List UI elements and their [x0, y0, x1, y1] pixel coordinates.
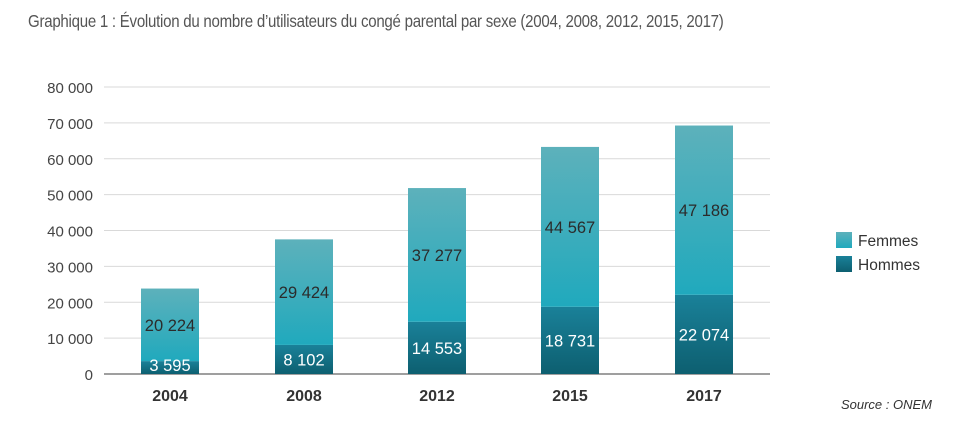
y-tick-label: 40 000 [47, 224, 93, 241]
y-tick-label: 20 000 [47, 295, 93, 312]
bars [141, 125, 733, 374]
bar-segment-hommes-2004 [141, 361, 199, 374]
legend-label-femmes: Femmes [858, 233, 919, 250]
y-tick-label: 70 000 [47, 116, 93, 133]
bar-segment-femmes-2017 [675, 125, 733, 295]
x-tick-label-2017: 2017 [686, 388, 722, 405]
legend-swatch-femmes [836, 232, 852, 248]
bar-segment-femmes-2008 [275, 239, 333, 345]
bar-segment-hommes-2015 [541, 306, 599, 374]
bar-segment-hommes-2008 [275, 344, 333, 374]
y-axis-tick-labels: 0 10 000 20 000 30 000 40 000 50 000 60 000 70 … [47, 80, 93, 384]
data-label-femmes-2004: 20 224 [145, 317, 195, 335]
data-label-hommes-2012: 14 553 [412, 340, 462, 358]
bar-segment-femmes-2012 [408, 188, 466, 322]
y-tick-label: 80 000 [47, 80, 93, 97]
x-tick-label-2008: 2008 [286, 388, 322, 405]
data-labels: 20 224 3 595 29 424 8 102 37 277 14 553 44 567… [145, 202, 729, 375]
data-label-femmes-2012: 37 277 [412, 247, 462, 265]
data-label-hommes-2008: 8 102 [283, 351, 324, 369]
data-label-hommes-2015: 18 731 [545, 332, 595, 350]
legend-label-hommes: Hommes [858, 257, 920, 274]
chart-title: Graphique 1 : Évolution du nombre d’util… [28, 11, 724, 31]
legend: Femmes Hommes [836, 232, 920, 274]
bar-segment-femmes-2015 [541, 146, 599, 307]
x-tick-label-2004: 2004 [152, 388, 188, 405]
y-tick-label: 30 000 [47, 259, 93, 276]
y-tick-label: 10 000 [47, 331, 93, 348]
data-label-femmes-2008: 29 424 [279, 284, 329, 302]
y-tick-label: 60 000 [47, 152, 93, 169]
bar-segment-femmes-2004 [141, 288, 199, 362]
legend-swatch-hommes [836, 256, 852, 272]
x-tick-label-2015: 2015 [552, 388, 588, 405]
x-tick-label-2012: 2012 [419, 388, 455, 405]
data-label-hommes-2004: 3 595 [149, 357, 190, 375]
y-tick-label: 0 [85, 367, 93, 384]
data-label-femmes-2015: 44 567 [545, 219, 595, 237]
source-note: Source : ONEM [840, 397, 932, 412]
bar-segment-hommes-2017 [675, 294, 733, 374]
data-label-hommes-2017: 22 074 [679, 326, 729, 344]
x-axis-tick-labels: 2004 2008 2012 2015 2017 [152, 388, 722, 405]
data-label-femmes-2017: 47 186 [679, 202, 729, 220]
y-tick-label: 50 000 [47, 188, 93, 205]
bar-segment-hommes-2012 [408, 321, 466, 374]
